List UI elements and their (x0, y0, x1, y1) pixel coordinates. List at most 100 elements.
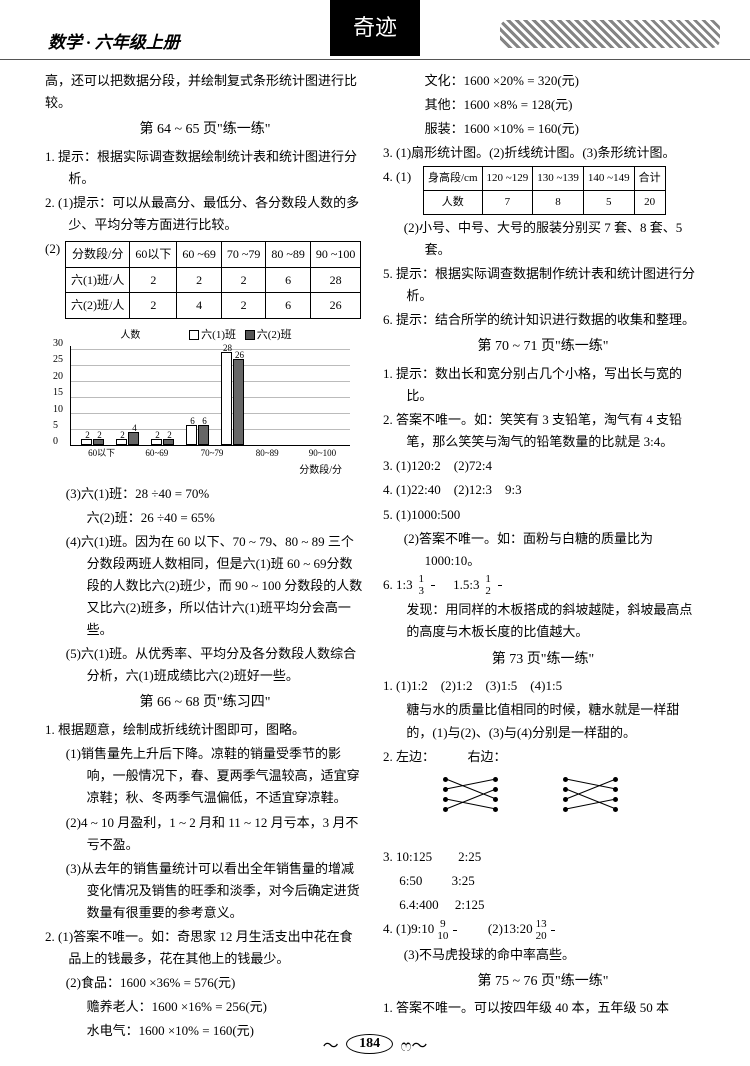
bar-group: 22 (81, 439, 104, 446)
page-number: 184 (346, 1034, 393, 1054)
bar-class2: 2 (163, 439, 174, 446)
xlabel: 70~79 (184, 446, 239, 461)
th: 120 ~129 (482, 167, 533, 191)
height-table: 身高段/cm 120 ~129 130 ~139 140 ~149 合计 人数 … (423, 166, 666, 214)
dots-lines (413, 772, 633, 842)
header-title: 数学 · 六年级上册 (48, 28, 180, 53)
legend-label-1: 六(1)班 (201, 329, 236, 341)
s4-3: 3. 10:125 2:25 (383, 846, 703, 868)
section-title-5: 第 75 ~ 76 页"练一练" (383, 970, 703, 994)
frac-13-20: 1320 (551, 919, 555, 942)
bar-class1: 28 (221, 352, 232, 445)
label-2: (2) (45, 238, 65, 260)
xlabel: 60以下 (74, 446, 129, 461)
deco-swirl-right: ෆ〜 (401, 1032, 428, 1056)
ytick: 15 (53, 384, 63, 401)
th: 分数段/分 (66, 242, 130, 267)
s3-6a: 6. 1:3 (383, 577, 413, 592)
th: 合计 (634, 167, 665, 191)
frac-1-3: 13 (431, 574, 435, 597)
xlabel: 90~100 (295, 446, 350, 461)
left-3a: (3)六(1)班：28 ÷40 = 70% (45, 483, 365, 505)
td: 2 (221, 293, 266, 318)
bar-group: 66 (186, 425, 209, 445)
legend-label-2: 六(2)班 (257, 329, 292, 341)
left-2-1: 2. (1)提示：可以从最高分、最低分、各分数段人数的多少、平均分等方面进行比较… (45, 192, 365, 236)
th: 70 ~79 (221, 242, 266, 267)
chart-legend: 人数 六(1)班 六(2)班 (70, 326, 350, 345)
bar-class2: 2 (93, 439, 104, 446)
bar-value: 2 (117, 428, 128, 443)
s4-4b: (2)13:20 (488, 921, 533, 936)
xlabel: 60~69 (129, 446, 184, 461)
ex4-1-3: (3)从去年的销售量统计可以看出全年销售量的增减变化情况及销售的旺季和淡季，对今… (45, 858, 365, 924)
r-line2: 其他：1600 ×8% = 128(元) (383, 94, 703, 116)
s4-1b: 糖与水的质量比值相同的时候，糖水就是一样甜的，(1)与(2)、(3)与(4)分别… (383, 699, 703, 743)
td: 28 (310, 267, 361, 292)
section-title-4: 第 73 页"练一练" (383, 648, 703, 672)
th: 身高段/cm (424, 167, 483, 191)
td: 5 (583, 191, 634, 215)
x-labels: 60以下 60~69 70~79 80~89 90~100 (70, 446, 350, 461)
score-bar-chart: 人数 六(1)班 六(2)班 30 25 20 15 10 5 0 222422… (70, 326, 350, 479)
s3-6: 6. 1:3 13 1.5:3 12 (383, 574, 703, 598)
th: 80 ~89 (266, 242, 311, 267)
section-title-3: 第 70 ~ 71 页"练一练" (383, 335, 703, 359)
td: 4 (177, 293, 222, 318)
td: 26 (310, 293, 361, 318)
s3-5b: (2)答案不唯一。如：面粉与白糖的质量比为 1000:10。 (383, 528, 703, 572)
bar-class1: 2 (116, 439, 127, 446)
bar-class2: 26 (233, 359, 244, 446)
ex4-2: 2. (1)答案不唯一。如：奇思家 12 月生活支出中花在食品上的钱最多，花在其… (45, 926, 365, 970)
td: 20 (634, 191, 665, 215)
td: 2 (177, 267, 222, 292)
right-column: 文化：1600 ×20% = 320(元) 其他：1600 ×8% = 128(… (383, 68, 703, 1044)
left-column: 高，还可以把数据分段，并绘制复式条形统计图进行比较。 第 64 ~ 65 页"练… (45, 68, 365, 1044)
td: 2 (221, 267, 266, 292)
page-footer: 〜 184 ෆ〜 (0, 1032, 750, 1056)
bar-value: 4 (129, 421, 140, 436)
x-axis-label: 分数段/分 (70, 462, 342, 479)
s3-1: 1. 提示：数出长和宽分别占几个小格，写出长与宽的比。 (383, 363, 703, 407)
bar-value: 28 (222, 341, 233, 356)
ytick: 25 (53, 351, 63, 368)
bar-group: 24 (116, 432, 139, 445)
left-intro: 高，还可以把数据分段，并绘制复式条形统计图进行比较。 (45, 70, 365, 114)
ex4-2-2b: 赡养老人：1600 ×16% = 256(元) (45, 996, 365, 1018)
th: 140 ~149 (583, 167, 634, 191)
r-line3: 服装：1600 ×10% = 160(元) (383, 118, 703, 140)
legend-box-2 (245, 330, 255, 340)
ytick: 10 (53, 401, 63, 418)
ytick: 0 (53, 433, 58, 450)
s4-1: 1. (1)1:2 (2)1:2 (3)1:5 (4)1:5 (383, 675, 703, 697)
r-3: 3. (1)扇形统计图。(2)折线统计图。(3)条形统计图。 (383, 142, 703, 164)
bar-class2: 4 (128, 432, 139, 445)
bar-value: 6 (199, 414, 210, 429)
label-4-1: 4. (1) (383, 166, 423, 188)
section-title-1: 第 64 ~ 65 页"练一练" (45, 118, 365, 142)
s3-5: 5. (1)1000:500 (383, 504, 703, 526)
score-table: 分数段/分 60以下 60 ~69 70 ~79 80 ~89 90 ~100 … (65, 241, 361, 318)
bar-class2: 6 (198, 425, 209, 445)
r-6: 6. 提示：结合所学的统计知识进行数据的收集和整理。 (383, 309, 703, 331)
s4-4c: (3)不马虎投球的命中率高些。 (383, 944, 703, 966)
td: 6 (266, 293, 311, 318)
s3-2: 2. 答案不唯一。如：笑笑有 3 支铅笔，淘气有 4 支铅笔，那么笑笑与淘气的铅… (383, 409, 703, 453)
s3-3: 3. (1)120:2 (2)72:4 (383, 455, 703, 477)
td: 8 (533, 191, 584, 215)
left-3b: 六(2)班：26 ÷40 = 65% (45, 507, 365, 529)
td: 2 (130, 267, 177, 292)
th: 130 ~139 (533, 167, 584, 191)
bar-value: 2 (164, 428, 175, 443)
ytick: 30 (53, 335, 63, 352)
legend-box-1 (189, 330, 199, 340)
r-5: 5. 提示：根据实际调查数据制作统计表和统计图进行分析。 (383, 263, 703, 307)
s3-6b: 1.5:3 (453, 577, 479, 592)
r-4-2: (2)小号、中号、大号的服装分别买 7 套、8 套、5 套。 (383, 217, 703, 261)
s4-3b: 6:50 3:25 (383, 870, 703, 892)
y-axis-label: 人数 (120, 330, 140, 341)
bar-group: 22 (151, 439, 174, 446)
td: 7 (482, 191, 533, 215)
s4-4: 4. (1)9:10 910 (2)13:20 1320 (383, 918, 703, 942)
th: 90 ~100 (310, 242, 361, 267)
